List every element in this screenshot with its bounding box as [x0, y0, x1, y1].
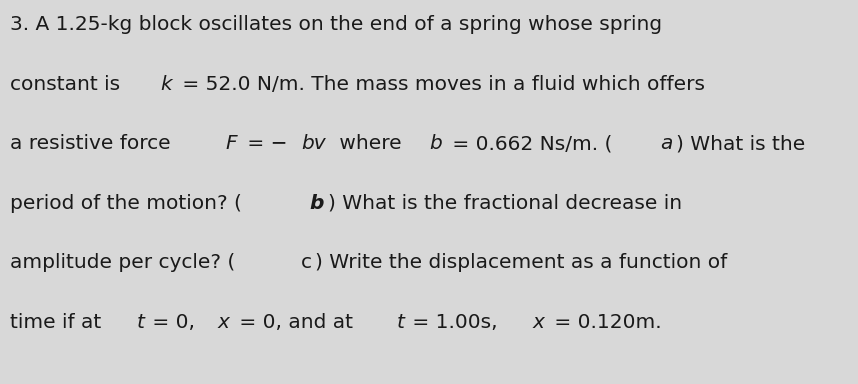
Text: a resistive force: a resistive force — [10, 134, 178, 153]
Text: constant is: constant is — [10, 75, 127, 94]
Text: c: c — [301, 253, 312, 272]
Text: = 1.00s,: = 1.00s, — [407, 313, 505, 332]
Text: b: b — [310, 194, 323, 213]
Text: k: k — [160, 75, 172, 94]
Text: t: t — [136, 313, 144, 332]
Text: ) What is the fractional decrease in: ) What is the fractional decrease in — [328, 194, 682, 213]
Text: b: b — [429, 134, 442, 153]
Text: ) What is the: ) What is the — [676, 134, 806, 153]
Text: amplitude per cycle? (: amplitude per cycle? ( — [10, 253, 236, 272]
Text: = 0, and at: = 0, and at — [233, 313, 360, 332]
Text: = 0,: = 0, — [147, 313, 202, 332]
Text: = 0.662 Ns/m. (: = 0.662 Ns/m. ( — [446, 134, 612, 153]
Text: F: F — [226, 134, 238, 153]
Text: period of the motion? (: period of the motion? ( — [10, 194, 242, 213]
Text: 3. A 1.25-kg block oscillates on the end of a spring whose spring: 3. A 1.25-kg block oscillates on the end… — [10, 15, 662, 34]
Text: x: x — [533, 313, 545, 332]
Text: bv: bv — [301, 134, 325, 153]
Text: ) Write the displacement as a function of: ) Write the displacement as a function o… — [315, 253, 728, 272]
Text: = 52.0 N/m. The mass moves in a fluid which offers: = 52.0 N/m. The mass moves in a fluid wh… — [176, 75, 704, 94]
Text: = 0.120m.: = 0.120m. — [548, 313, 662, 332]
Text: = −: = − — [241, 134, 287, 153]
Text: time if at: time if at — [10, 313, 108, 332]
Text: where: where — [333, 134, 408, 153]
Text: x: x — [218, 313, 230, 332]
Text: a: a — [661, 134, 673, 153]
Text: t: t — [396, 313, 404, 332]
